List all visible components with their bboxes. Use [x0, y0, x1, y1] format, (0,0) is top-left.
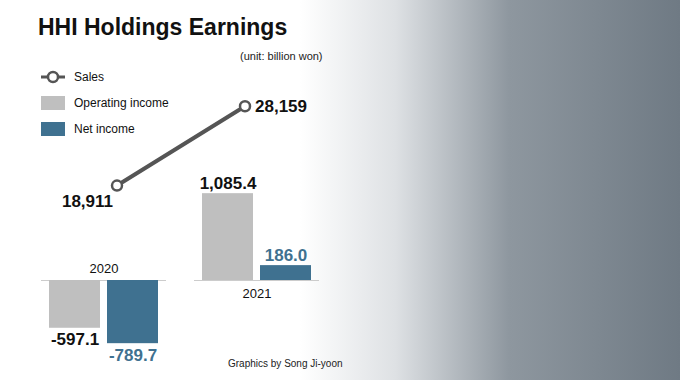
svg-text:186.0: 186.0: [265, 246, 308, 265]
svg-text:18,911: 18,911: [62, 192, 113, 211]
html-text:HHI Holdings Earnings: HHI Holdings Earnings: [38, 14, 288, 40]
html-text:Net income: Net income: [74, 122, 135, 136]
svg-text:2020: 2020: [90, 261, 119, 276]
svg-text:1,085.4: 1,085.4: [200, 174, 257, 193]
svg-text:2021: 2021: [243, 286, 272, 301]
svg-text:-597.1: -597.1: [51, 330, 99, 349]
html-text:(unit: billion won): (unit: billion won): [240, 50, 323, 62]
html-text:Sales: Sales: [74, 70, 104, 84]
html-text:Operating income: Operating income: [74, 96, 169, 110]
svg-text:28,159: 28,159: [255, 97, 307, 116]
html-text:Graphics by Song Ji-yoon: Graphics by Song Ji-yoon: [228, 358, 343, 369]
svg-text:-789.7: -789.7: [109, 346, 157, 365]
